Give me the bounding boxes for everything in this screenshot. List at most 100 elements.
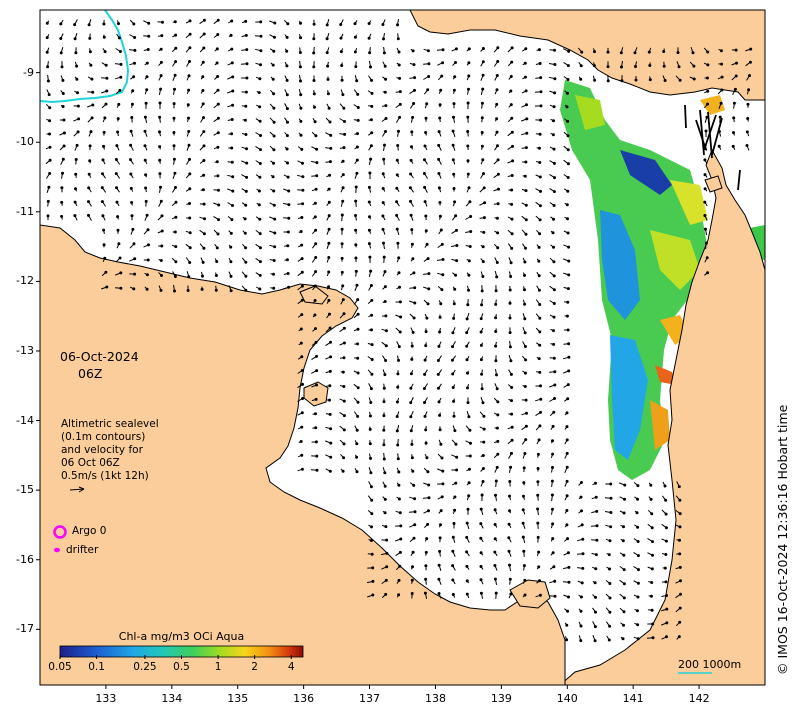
velocity-vector-head [469,215,473,218]
velocity-vector-head [495,426,499,430]
velocity-vector-head [45,21,49,25]
velocity-vector-head [159,288,163,292]
velocity-vector-head [217,188,220,192]
velocity-vector-head [118,256,122,260]
velocity-vector-head [314,340,318,344]
velocity-vector-head [299,93,303,97]
velocity-vector-head [272,92,276,96]
velocity-vector-head [382,386,386,390]
velocity-vector-head [202,32,206,36]
velocity-vector-head [479,536,483,540]
velocity-vector-head [454,47,458,51]
velocity-vector-head [273,245,277,249]
velocity-vector-head [467,288,470,292]
velocity-vector-head [606,79,610,83]
velocity-vector-head [216,18,220,22]
velocity-vector-head [468,454,472,458]
velocity-vector-head [174,260,178,264]
x-tick-label: 137 [359,692,381,705]
velocity-vector-head [537,288,541,292]
velocity-vector-head [244,90,248,94]
velocity-vector-head [356,106,360,109]
velocity-vector-head [398,300,402,304]
velocity-vector-head [382,414,386,418]
velocity-vector-head [132,287,136,291]
velocity-vector-head [340,78,344,82]
velocity-vector-head [397,358,400,362]
velocity-vector-head [340,256,344,260]
velocity-vector-head [423,200,427,204]
velocity-vector-head [381,214,385,218]
velocity-vector-head [313,284,317,288]
velocity-vector-head [467,415,471,419]
velocity-vector-head [399,524,403,528]
velocity-vector-head [493,537,497,541]
velocity-vector-head [482,172,485,176]
velocity-vector-head [566,134,570,138]
velocity-vector-head [496,231,500,235]
velocity-vector-head [662,50,666,53]
velocity-vector-head [158,130,161,134]
velocity-vector-head [552,342,556,346]
velocity-vector-head [467,273,471,277]
velocity-vector-head [593,50,596,54]
velocity-vector-head [312,22,316,26]
velocity-vector-head [481,245,485,249]
velocity-vector-head [662,64,666,68]
velocity-vector-head [453,429,457,433]
velocity-vector-head [258,260,262,264]
velocity-vector-head [579,639,583,643]
velocity-vector-head [144,186,148,190]
velocity-vector-head [75,77,79,81]
velocity-vector-head [466,371,469,375]
velocity-vector-head [439,509,443,513]
velocity-vector-head [565,451,569,455]
velocity-vector-head [453,495,457,499]
velocity-vector-head [425,242,429,246]
velocity-vector-head [664,498,668,502]
velocity-vector-head [215,47,219,51]
velocity-vector-head [341,370,345,374]
velocity-vector-head [606,50,610,54]
velocity-vector-head [508,288,512,292]
velocity-vector-head [46,65,50,69]
velocity-vector-head [636,525,640,529]
x-tick-label: 136 [293,692,315,705]
chlorophyll-layer [560,80,765,480]
velocity-vector-head [411,257,415,261]
velocity-vector-head [384,117,388,120]
velocity-vector-head [408,186,412,190]
velocity-vector-head [593,78,597,82]
velocity-vector-head [565,623,569,627]
velocity-vector-head [368,51,372,55]
velocity-vector-head [328,120,332,124]
velocity-vector-head [174,46,178,50]
velocity-vector-head [494,479,498,483]
velocity-vector-head [159,60,163,64]
velocity-vector-head [187,116,190,120]
velocity-vector-head [130,116,134,119]
velocity-vector-head [174,245,178,249]
velocity-vector-head [455,259,459,263]
velocity-vector-head [480,289,484,293]
velocity-vector-head [552,105,556,109]
velocity-vector-head [287,216,291,220]
velocity-vector-head [328,312,331,316]
velocity-vector-head [371,579,375,583]
velocity-vector-head [188,261,192,264]
colorbar-label: 1 [214,661,222,673]
velocity-vector-head [538,303,542,306]
velocity-vector-head [412,316,416,320]
velocity-vector-head [552,190,556,194]
velocity-vector-head [481,467,485,470]
velocity-vector-head [398,550,402,554]
velocity-vector-head [272,134,276,138]
velocity-vector-head [258,105,262,109]
velocity-vector-head [437,172,441,175]
velocity-vector-head [61,78,65,82]
plot-border [39,9,766,686]
velocity-vector-head [144,173,148,177]
velocity-vector-head [452,316,456,320]
velocity-vector-head [482,440,486,444]
velocity-vector-head [510,46,514,50]
